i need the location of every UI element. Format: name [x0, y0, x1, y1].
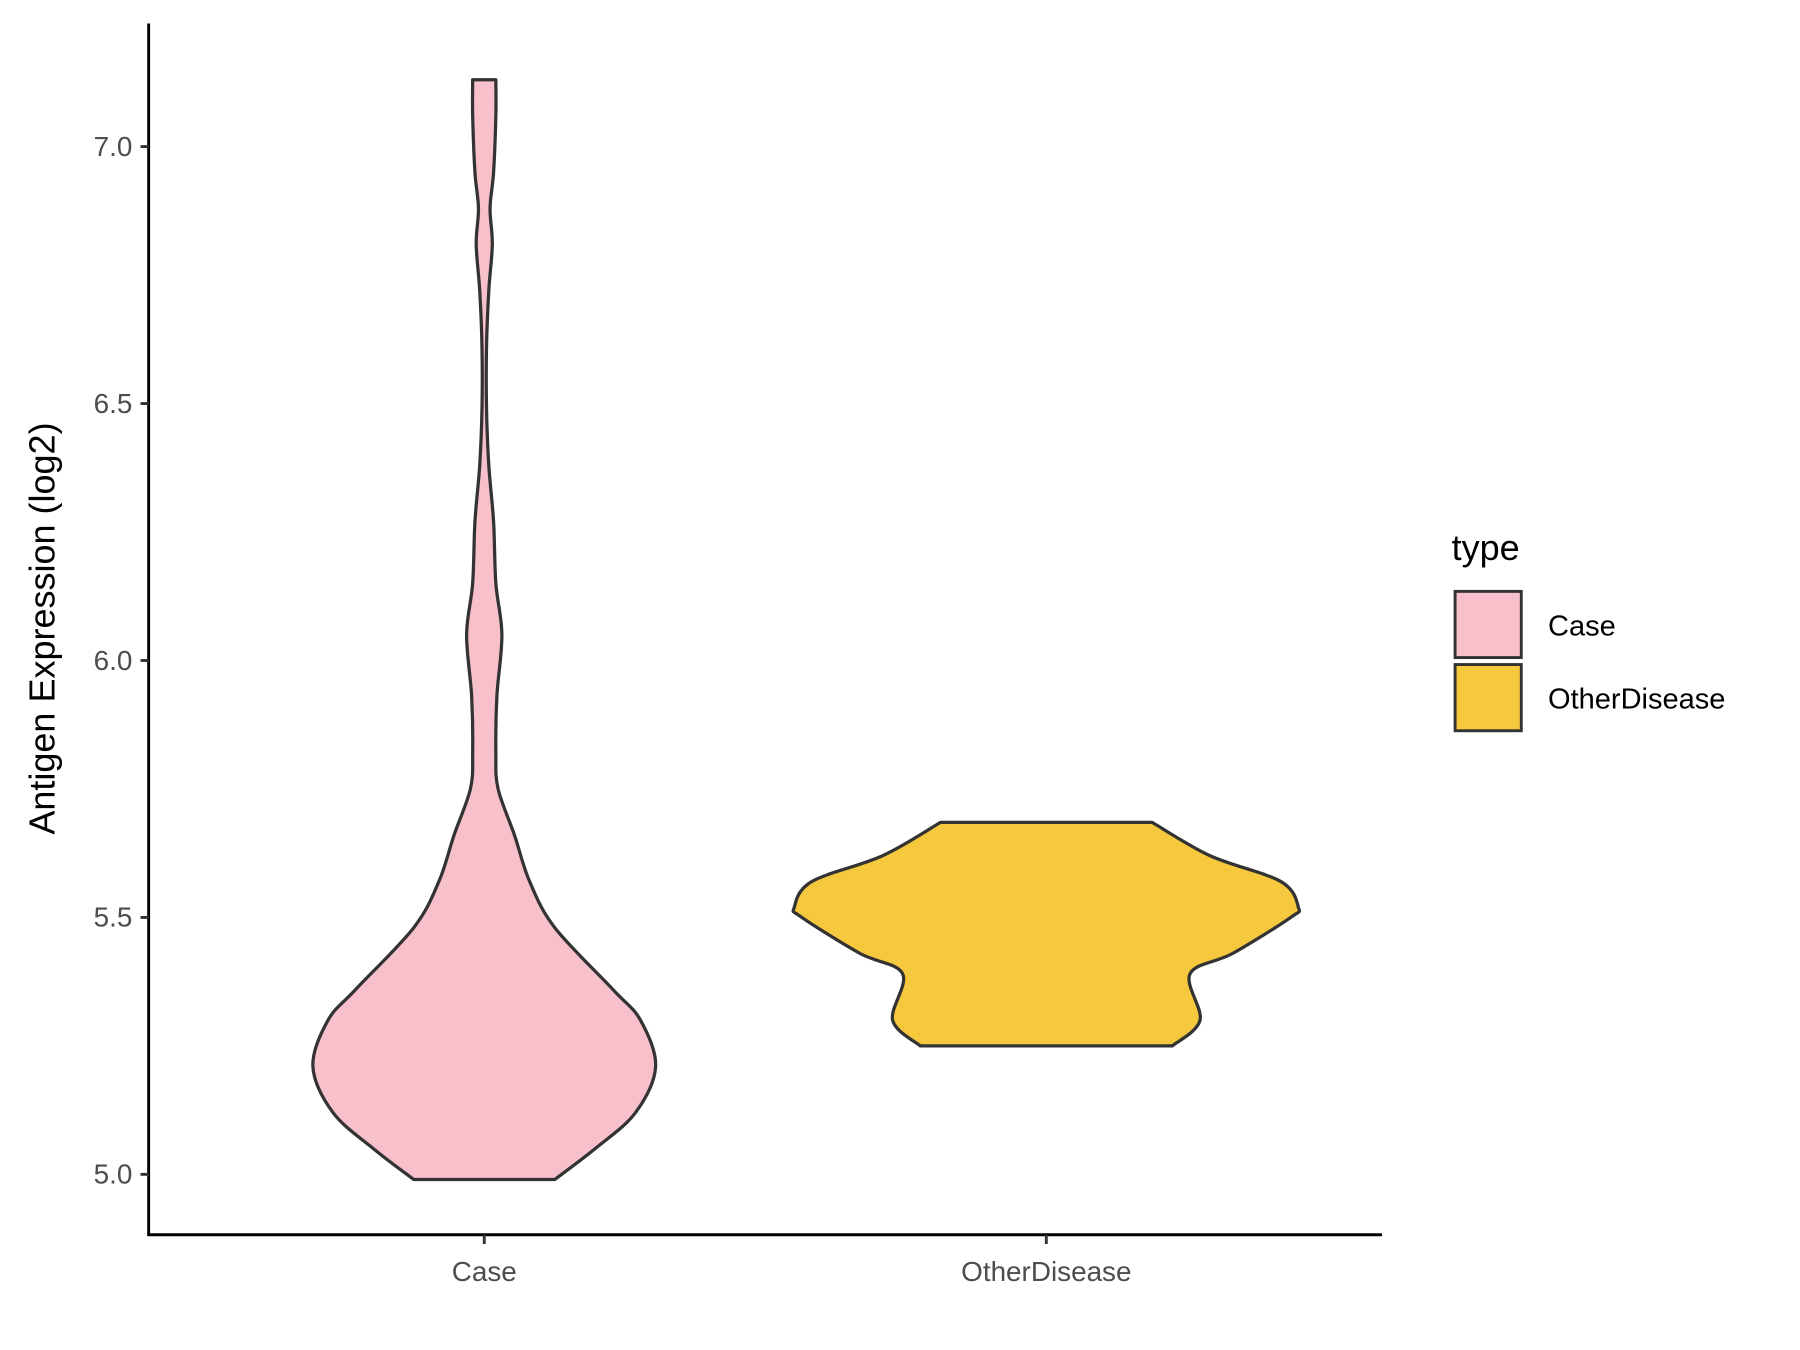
y-axis-title: Antigen Expression (log2) — [22, 422, 63, 834]
violin-otherdisease — [791, 820, 1302, 1048]
legend-key-case — [1453, 589, 1523, 660]
y-tick-label: 5.0 — [94, 1159, 133, 1190]
legend-label-otherdisease: OtherDisease — [1548, 684, 1725, 716]
y-ticks: 5.0 5.5 6.0 6.5 7.0 — [94, 131, 149, 1190]
violins — [311, 78, 1302, 1182]
x-tick-label: OtherDisease — [961, 1256, 1131, 1287]
legend-key-otherdisease — [1453, 663, 1523, 733]
y-tick-label: 5.5 — [94, 902, 133, 933]
legend-label-case: Case — [1548, 611, 1616, 643]
legend: type Case OtherDisease — [1452, 527, 1725, 733]
y-tick-label: 7.0 — [94, 131, 133, 162]
x-ticks: Case OtherDisease — [452, 1234, 1131, 1287]
violin-case — [311, 78, 658, 1182]
legend-title: type — [1452, 527, 1520, 568]
y-tick-label: 6.0 — [94, 645, 133, 676]
y-tick-label: 6.5 — [94, 388, 133, 419]
x-tick-label: Case — [452, 1256, 517, 1287]
